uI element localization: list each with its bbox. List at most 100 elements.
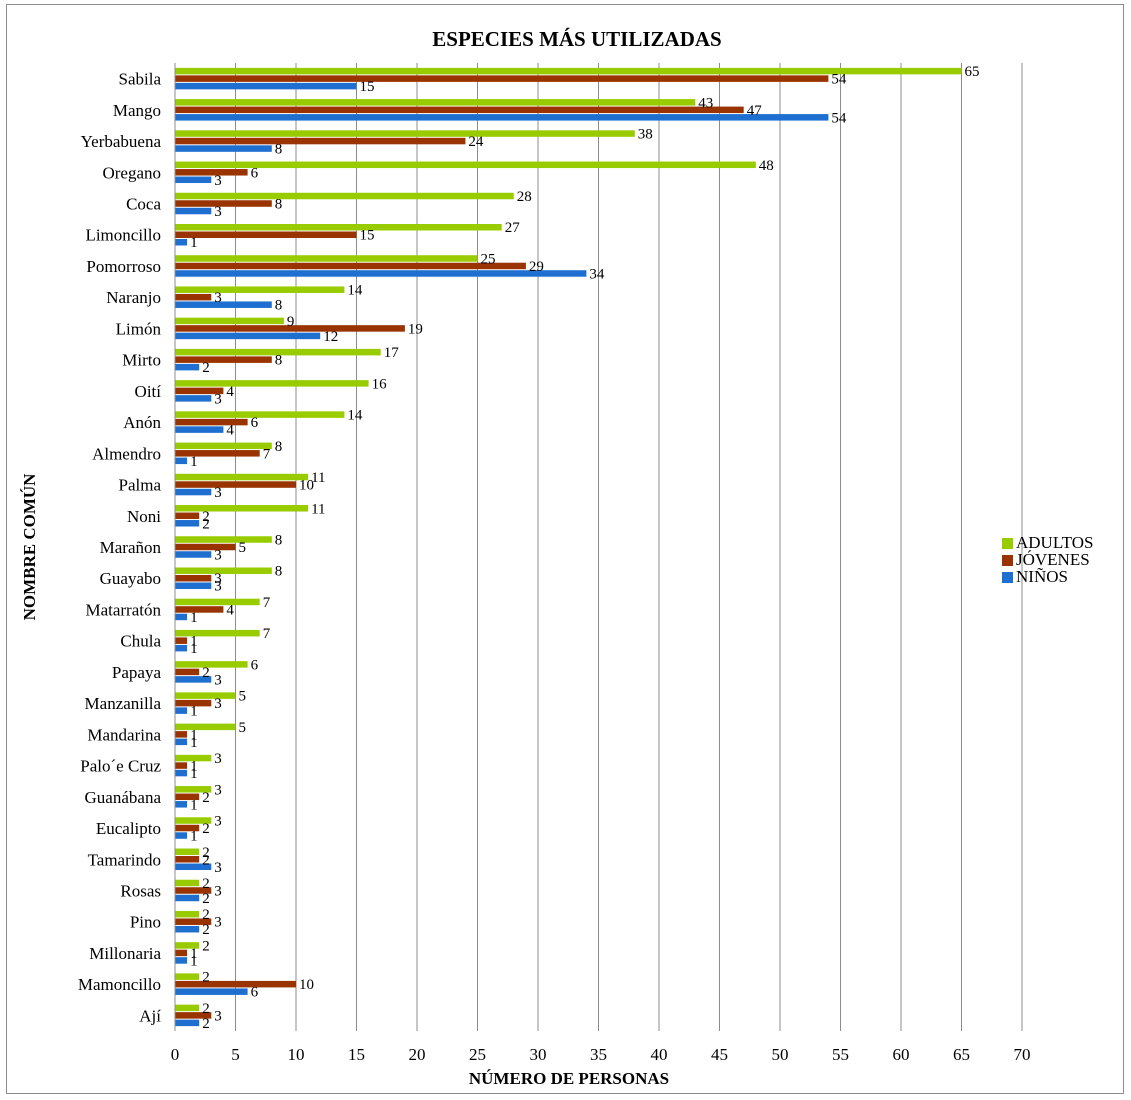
data-label: 3 [214,548,222,564]
data-label: 4 [226,423,234,439]
bar-adultos [175,411,345,418]
data-label: 24 [468,134,484,150]
x-tick-label: 15 [348,1045,365,1064]
bar-adultos [175,130,635,137]
data-label: 54 [831,110,847,126]
data-label: 3 [214,204,222,220]
data-label: 2 [202,1001,210,1017]
category-label: Matarratón [85,600,161,619]
data-label: 2 [202,509,210,525]
category-label: Tamarindo [88,850,161,869]
bar-jóvenes [175,949,188,957]
bar-jóvenes [175,762,188,769]
category-label: Guayabo [100,569,161,588]
category-label: Millonaria [89,944,161,963]
x-tick-labels: 0 5 10 15 20 25 30 35 40 45 50 55 60 65 70 [171,1045,1031,1064]
data-label: 4 [226,602,234,618]
data-label: 15 [360,228,375,244]
y-axis-title: NOMBRE COMÚN [20,473,39,621]
bar-jóvenes [175,200,272,207]
bar-jóvenes [175,574,212,582]
bar-niños [175,488,212,496]
bar-niños [175,114,829,121]
data-label: 11 [311,470,325,486]
bar-niños [175,176,212,184]
category-label: Rosas [120,881,161,900]
data-label: 1 [190,953,198,969]
x-tick-label: 35 [590,1045,607,1064]
data-label: 6 [251,985,259,1001]
chart-title: ESPECIES MÁS UTILIZADAS [432,27,721,51]
legend-label: NIÑOS [1016,567,1068,586]
bar-adultos [175,317,284,325]
category-label: Mandarina [87,725,161,744]
category-label: Mirto [122,351,161,370]
data-label: 43 [698,95,713,111]
category-label: Limoncillo [85,226,161,245]
bar-niños [175,301,272,308]
bar-jóvenes [175,856,200,863]
data-label: 2 [202,970,210,986]
category-label: Mango [113,101,161,120]
data-label: 8 [275,197,283,213]
x-tick-label: 45 [711,1045,728,1064]
data-label: 3 [214,485,222,501]
bar-niños [175,1019,200,1027]
bar-adultos [175,629,260,637]
data-label: 54 [831,72,847,88]
bar-jóvenes [175,293,212,301]
bar-niños [175,457,188,465]
x-tick-label: 40 [651,1045,668,1064]
bar-niños [175,863,212,871]
x-tick-label: 5 [231,1045,240,1064]
data-label: 2 [202,938,210,954]
data-label: 1 [190,829,198,845]
data-label: 2 [202,821,210,837]
data-label: 17 [384,345,400,361]
legend-label: ADULTOS [1016,533,1093,552]
category-label: Marañon [100,538,162,557]
data-label: 28 [517,189,532,205]
data-label: 8 [275,298,283,314]
data-label: 2 [202,891,210,907]
bar-jóvenes [175,231,357,238]
x-tick-label: 55 [832,1045,849,1064]
data-label: 5 [239,720,247,736]
data-label: 1 [190,759,198,775]
bar-adultos [175,192,514,200]
data-label: 2 [202,790,210,806]
data-label: 6 [251,657,259,673]
x-tick-label: 50 [772,1045,789,1064]
data-label: 2 [202,1016,210,1032]
bar-niños [175,707,188,714]
bar-adultos [175,67,962,75]
data-label: 6 [251,415,259,431]
data-label: 10 [299,977,314,993]
data-label: 48 [759,158,774,174]
data-label: 4 [226,384,234,400]
bar-jóvenes [175,325,405,332]
legend-swatch [1002,555,1013,566]
bar-adultos [175,161,756,169]
x-tick-label: 10 [288,1045,305,1064]
data-label: 2 [202,852,210,868]
x-tick-label: 70 [1014,1045,1031,1064]
bar-adultos [175,1004,200,1012]
data-label: 1 [190,704,198,720]
data-label: 2 [202,845,210,861]
bar-niños [175,520,200,527]
category-label: Oití [135,382,162,401]
data-label: 1 [190,610,198,626]
data-label: 2 [202,922,210,938]
category-label: Palma [119,476,162,495]
bar-niños [175,769,188,777]
bar-adultos [175,848,200,856]
bar-niños [175,988,248,995]
bar-jóvenes [175,887,212,894]
bar-jóvenes [175,668,200,676]
category-label: Anón [123,413,161,432]
bar-niños [175,801,188,808]
data-label: 2 [202,665,210,681]
category-label: Pino [130,913,161,932]
bar-niños [175,832,188,839]
